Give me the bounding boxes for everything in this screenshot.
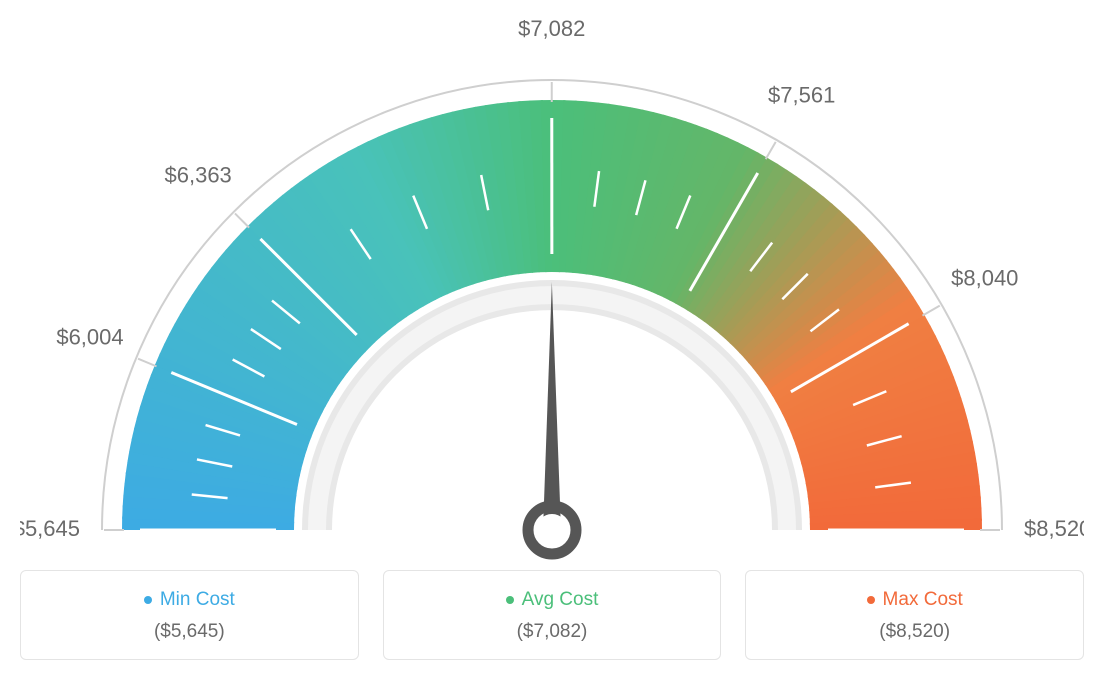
min-cost-card: Min Cost ($5,645) [20,570,359,660]
svg-text:$6,004: $6,004 [56,325,123,350]
svg-text:$8,040: $8,040 [951,265,1018,290]
avg-cost-label: Avg Cost [522,589,599,611]
max-cost-label: Max Cost [883,589,963,611]
max-dot-icon [867,596,875,604]
max-cost-value: ($8,520) [766,621,1063,643]
svg-text:$5,645: $5,645 [20,516,80,541]
svg-text:$7,082: $7,082 [518,20,585,41]
max-cost-card: Max Cost ($8,520) [745,570,1084,660]
min-dot-icon [144,596,152,604]
min-cost-label: Min Cost [160,589,235,611]
min-cost-label-row: Min Cost [41,589,338,611]
gauge-svg: $5,645 $6,004 $6,363 $7,082 $7,561 $8,040 $8,5… [20,20,1084,560]
min-cost-value: ($5,645) [41,621,338,643]
svg-text:$8,520: $8,520 [1024,516,1084,541]
max-cost-label-row: Max Cost [766,589,1063,611]
avg-cost-label-row: Avg Cost [404,589,701,611]
avg-cost-card: Avg Cost ($7,082) [383,570,722,660]
summary-cards: Min Cost ($5,645) Avg Cost ($7,082) Max … [20,570,1084,660]
avg-dot-icon [506,596,514,604]
cost-gauge: $5,645 $6,004 $6,363 $7,082 $7,561 $8,040 $8,5… [20,20,1084,560]
avg-cost-value: ($7,082) [404,621,701,643]
svg-text:$6,363: $6,363 [165,163,232,188]
svg-text:$7,561: $7,561 [768,83,835,108]
